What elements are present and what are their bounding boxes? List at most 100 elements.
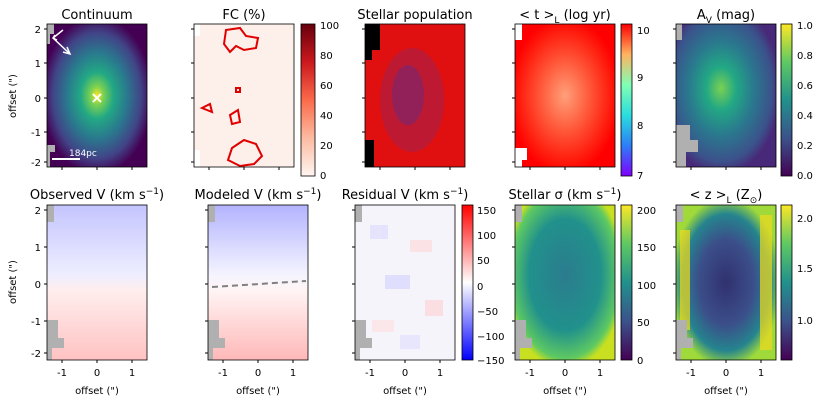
x-axis-label: offset (") — [543, 386, 587, 397]
x-tick-label: -1 — [365, 368, 375, 379]
x-tick-label: 0 — [94, 368, 100, 379]
x-tick-label: 0 — [723, 368, 729, 379]
x-tick-label: 0 — [562, 368, 568, 379]
mask-region — [355, 205, 372, 360]
colorbar: 150 100 50 0 −50 −100 −150 — [461, 204, 504, 367]
x-axis: -1 0 1 offset (") — [686, 360, 764, 397]
colorbar-gradient — [620, 204, 633, 361]
x-axis-label: offset (") — [75, 386, 119, 397]
panel-fc: FC (%) 100 80 60 40 20 0 — [191, 8, 339, 182]
edge-region — [680, 215, 772, 350]
colorbar-tick-label: −100 — [477, 332, 504, 343]
y-ticks — [362, 28, 365, 163]
panel-continuum: Continuum × 184pc 2 1 0 -1 -2 offset (") — [8, 8, 148, 170]
mask-region — [208, 205, 225, 360]
y-tick-label: 0 — [35, 94, 41, 105]
panel-title: AV (mag) — [697, 8, 755, 26]
panel-metallicity: < z >L (Z⊙) -1 0 1 offset (") 2.0 1.5 1.… — [673, 188, 813, 397]
colorbar-tick-label: 40 — [320, 111, 333, 122]
heatmap-image — [515, 205, 615, 360]
colorbar-gradient — [620, 23, 633, 177]
colorbar-tick-label: 50 — [477, 256, 490, 267]
core-region — [392, 65, 424, 125]
colorbar-tick-label: 100 — [477, 231, 496, 242]
heatmap-image — [515, 24, 615, 167]
colorbar-tick-label: 0 — [320, 171, 326, 182]
colorbar-gradient — [780, 23, 793, 177]
y-axis: 2 1 0 -1 -2 offset (") — [8, 25, 47, 169]
colorbar-tick-label: 150 — [637, 243, 656, 254]
y-tick-label: -2 — [31, 349, 41, 360]
y-ticks — [512, 28, 515, 163]
panel-title: Stellar population — [357, 8, 472, 23]
colorbar-tick-label: 200 — [637, 206, 656, 217]
colorbar-tick-label: 100 — [637, 281, 656, 292]
x-tick-label: -1 — [57, 368, 67, 379]
colorbar: 100 80 60 40 20 0 — [300, 21, 339, 182]
colorbar-gradient — [300, 23, 316, 177]
y-ticks — [191, 28, 194, 163]
panel-residual-v: Residual V (km s−1) -1 0 1 offset (") 15… — [342, 187, 505, 397]
panel-modeled-v: Modeled V (km s−1) -1 0 1 offset (") — [195, 187, 322, 397]
x-tick-label: 1 — [437, 368, 443, 379]
colorbar-tick-label: −50 — [477, 307, 498, 318]
panel-av: AV (mag) 1.0 0.8 0.6 0.4 0.2 0.0 — [673, 8, 813, 182]
colorbar-tick-label: 1.0 — [797, 21, 813, 32]
panel-title: FC (%) — [222, 8, 265, 23]
x-tick-label: -1 — [686, 368, 696, 379]
x-tick-label: -1 — [218, 368, 228, 379]
x-tick-label: 1 — [758, 368, 764, 379]
fc-contours — [199, 26, 264, 168]
panel-stellar-population: Stellar population — [357, 8, 473, 170]
colorbar-tick-label: 0.8 — [797, 51, 813, 62]
y-ticks — [205, 209, 208, 354]
mask-region — [47, 205, 64, 360]
panel-title: < z >L (Z⊙) — [690, 188, 763, 206]
x-tick-label: 0 — [255, 368, 261, 379]
center-marker: × — [90, 88, 103, 107]
colorbar-tick-label: 10 — [637, 26, 650, 37]
x-ticks — [208, 167, 280, 170]
colorbar-tick-label: 0.6 — [797, 81, 813, 92]
x-tick-label: 1 — [597, 368, 603, 379]
x-axis: -1 0 1 offset (") — [218, 360, 296, 397]
panel-title: Continuum — [61, 8, 132, 23]
mask-region — [676, 24, 698, 167]
colorbar-tick-label: 0.4 — [797, 111, 813, 122]
panel-title: Residual V (km s−1) — [342, 187, 469, 203]
mask-region — [47, 24, 55, 167]
panel-title: Modeled V (km s−1) — [195, 187, 322, 203]
north-east-arrows — [51, 29, 72, 56]
colorbar-tick-label: 9 — [637, 73, 643, 84]
x-axis — [61, 167, 133, 170]
x-tick-label: 0 — [402, 368, 408, 379]
mask-region — [515, 205, 532, 360]
x-axis: -1 0 1 offset (") — [57, 360, 135, 397]
colorbar-tick-label: 80 — [320, 51, 333, 62]
x-axis-label: offset (") — [383, 386, 427, 397]
colorbar: 2.0 1.5 1.0 — [780, 204, 813, 361]
colorbar-tick-label: 8 — [637, 121, 643, 132]
y-axis-label: offset (") — [8, 260, 19, 304]
kinematic-axis — [211, 280, 307, 288]
x-axis: -1 0 1 offset (") — [525, 360, 603, 397]
heatmap-image — [676, 205, 776, 360]
mask-region — [365, 24, 380, 167]
panel-age: < t >L (log yr) 10 9 8 7 — [512, 8, 650, 182]
mask-region — [194, 24, 200, 167]
panel-title: Stellar σ (km s−1) — [509, 187, 622, 203]
colorbar-tick-label: 7 — [637, 171, 643, 182]
x-axis: -1 0 1 offset (") — [365, 360, 443, 397]
colorbar-tick-label: 1.5 — [797, 264, 813, 275]
scale-bar-label: 184pc — [69, 149, 97, 159]
colorbar: 200 150 100 50 0 — [620, 204, 656, 367]
x-ticks — [379, 167, 451, 170]
colorbar-tick-label: 150 — [477, 206, 496, 217]
colorbar-tick-label: 60 — [320, 81, 333, 92]
heatmap-image — [194, 24, 294, 167]
y-axis-label: offset (") — [8, 74, 19, 118]
y-tick-label: -1 — [31, 317, 41, 328]
y-ticks — [673, 209, 676, 354]
colorbar-tick-label: −150 — [477, 356, 504, 367]
